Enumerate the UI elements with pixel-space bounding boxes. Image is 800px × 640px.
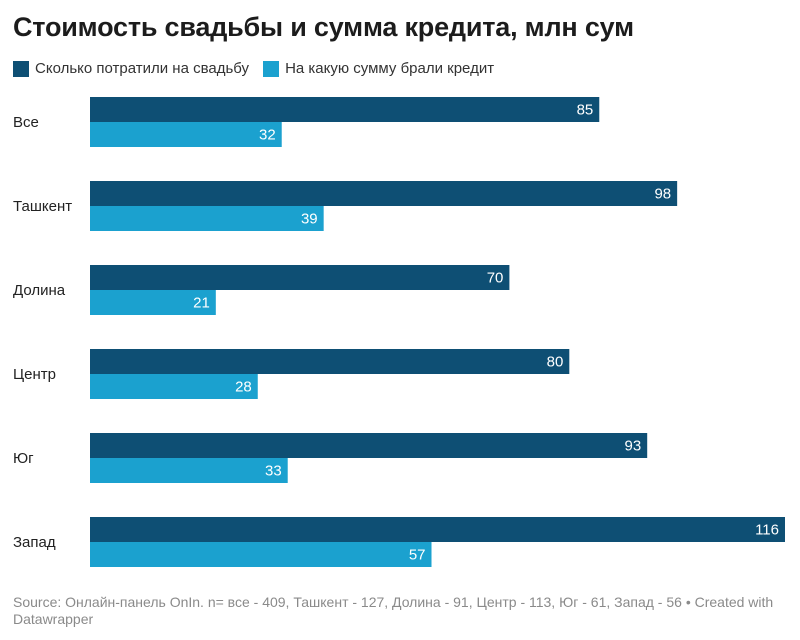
category-label: Юг xyxy=(13,450,34,467)
source-note: Source: Онлайн-панель OnIn. n= все - 409… xyxy=(13,594,774,627)
bar-credit xyxy=(90,458,288,483)
bar-value-label: 70 xyxy=(487,270,504,287)
bar-spent xyxy=(90,433,648,458)
bar-credit xyxy=(90,122,282,147)
bar-credit xyxy=(90,374,258,399)
bar-spent xyxy=(90,349,570,374)
bar-spent xyxy=(90,97,600,122)
chart-title: Стоимость свадьбы и сумма кредита, млн с… xyxy=(13,12,634,42)
legend-item-credit: На какую сумму брали кредит xyxy=(263,60,494,77)
bar-spent xyxy=(90,181,678,206)
bar-spent xyxy=(90,517,785,542)
category-label: Ташкент xyxy=(13,198,72,215)
legend-item-spent: Сколько потратили на свадьбу xyxy=(13,60,249,77)
bar-value-label: 21 xyxy=(193,295,210,312)
bar-credit xyxy=(90,542,432,567)
category-label: Все xyxy=(13,114,39,131)
category-label: Долина xyxy=(13,282,66,299)
bar-chart: Все 85 32 Ташкент 98 39 Долина 70 21 Центр 80 28 Юг 9… xyxy=(13,97,785,567)
bar-credit xyxy=(90,290,216,315)
bar-value-label: 80 xyxy=(547,354,564,371)
bar-value-label: 116 xyxy=(755,522,779,539)
legend: Сколько потратили на свадьбу На какую су… xyxy=(13,60,508,77)
category-label: Центр xyxy=(13,366,56,383)
legend-label-spent: Сколько потратили на свадьбу xyxy=(35,60,250,77)
bar-value-label: 93 xyxy=(625,438,642,455)
bar-spent xyxy=(90,265,510,290)
legend-swatch-credit xyxy=(263,60,280,77)
bar-value-label: 98 xyxy=(654,186,671,203)
legend-label-credit: На какую сумму брали кредит xyxy=(285,60,495,77)
bar-value-label: 33 xyxy=(265,463,282,480)
category-label: Запад xyxy=(13,534,56,551)
bar-credit xyxy=(90,206,324,231)
bar-value-label: 32 xyxy=(259,127,276,144)
bar-value-label: 28 xyxy=(235,379,252,396)
bar-value-label: 57 xyxy=(409,547,426,564)
bar-value-label: 39 xyxy=(301,211,318,228)
bar-value-label: 85 xyxy=(577,102,594,119)
legend-swatch-spent xyxy=(13,60,29,77)
